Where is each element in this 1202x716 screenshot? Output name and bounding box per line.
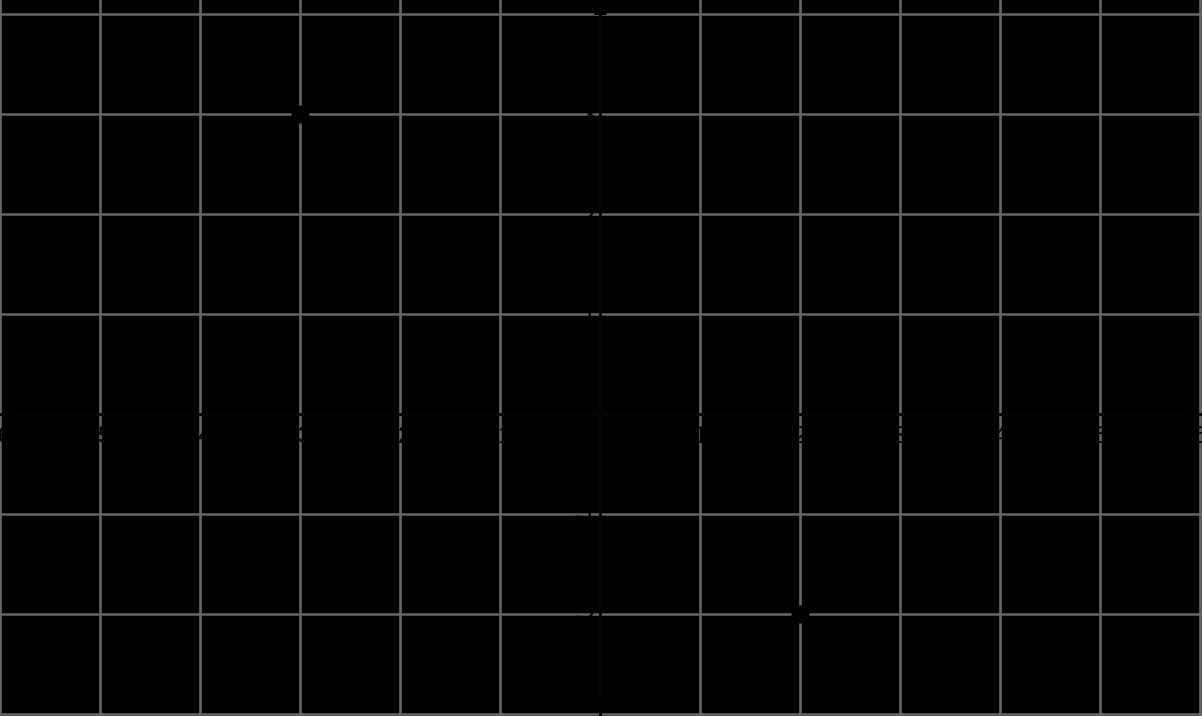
x-tick-label: 2 bbox=[794, 422, 807, 449]
x-tick-label: -5 bbox=[90, 422, 111, 449]
x-tick-label: -4 bbox=[190, 422, 211, 449]
y-tick-label: 2 bbox=[583, 202, 596, 229]
y-axis-arrowhead-top bbox=[594, 0, 607, 15]
x-axis-arrowhead-right bbox=[1187, 408, 1202, 421]
x-tick-label: -2 bbox=[390, 422, 411, 449]
y-tick-label: 1 bbox=[583, 302, 596, 329]
y-tick-label: -2 bbox=[575, 602, 596, 629]
x-tick-label: 4 bbox=[994, 422, 1007, 449]
x-tick-label: 6 bbox=[1194, 422, 1202, 449]
x-axis-arrowhead-left bbox=[0, 408, 15, 421]
y-axis-arrowhead-bottom bbox=[594, 701, 607, 716]
x-tick-label: -3 bbox=[290, 422, 311, 449]
y-tick-label: -1 bbox=[575, 502, 596, 529]
plotted-point bbox=[291, 105, 310, 124]
x-tick-label: 5 bbox=[1094, 422, 1107, 449]
plotted-point bbox=[791, 605, 810, 624]
x-tick-label: 1 bbox=[694, 422, 707, 449]
x-tick-label: -1 bbox=[490, 422, 511, 449]
x-tick-label: 3 bbox=[894, 422, 907, 449]
y-tick-label: 3 bbox=[583, 102, 596, 129]
x-tick-label: -6 bbox=[0, 422, 11, 449]
